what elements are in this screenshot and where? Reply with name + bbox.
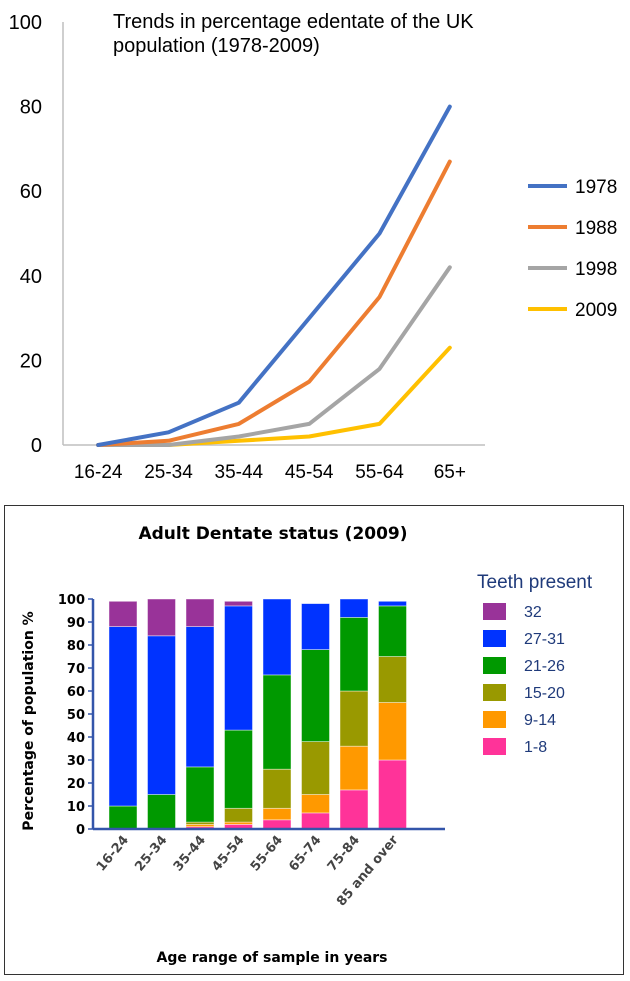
chart2-bar-segment-32 [108,600,138,628]
chart2-bar-segment-21-26 [147,794,176,830]
chart2-legend-label: 21-26 [524,658,565,675]
chart2-bar-segment-32 [224,600,253,607]
dentate-status-bar-chart: Adult Dentate status (2009) Percentage o… [21,524,593,966]
chart1-y-tick-label: 80 [20,97,42,119]
chart2-bar-segment-1-8 [262,819,292,830]
chart1-x-tick-label: 16-24 [74,462,123,483]
chart2-y-tick-label: 40 [67,731,85,746]
chart2-x-tick-label: 55-64 [248,833,286,874]
chart2-legend-label: 15-20 [524,685,565,702]
chart1-x-tick-label: 25-34 [144,462,193,483]
chart2-legend-swatch [483,684,506,701]
chart2-x-axis-label: Age range of sample in years [156,950,387,966]
chart2-bar-segment-21-26 [262,674,292,770]
chart2-bar-segment-9-14 [378,702,407,761]
chart2-bar-segment-27-31 [224,605,253,731]
edentate-trends-line-chart: Trends in percentage edentate of the UK … [9,11,618,483]
chart2-bar-segment-9-14 [301,794,330,814]
chart2-y-tick-label: 20 [67,777,85,792]
chart2-bar-segment-1-8 [301,812,330,830]
chart2-y-tick-label: 50 [67,708,85,723]
chart2-legend-label: 27-31 [524,631,565,648]
dentate-status-panel: Adult Dentate status (2009) Percentage o… [4,505,624,975]
chart2-y-tick-label: 30 [67,754,85,769]
chart2-legend-swatch [483,603,506,620]
chart2-bar-segment-32 [147,598,176,637]
chart2-legend-label: 1-8 [524,739,547,756]
chart2-bar-segment-15-20 [339,690,369,747]
chart2-x-tick-label: 25-34 [132,833,170,874]
chart1-legend-label: 1988 [575,218,617,239]
chart1-x-tick-label: 55-64 [355,462,404,483]
chart2-y-tick-label: 0 [76,823,85,838]
chart2-bar-segment-21-26 [224,729,253,809]
chart1-y-tick-label: 40 [20,266,42,288]
chart2-x-tick-label: 16-24 [94,833,132,874]
chart2-x-tick-label: 75-84 [325,833,363,874]
chart2-bar-segment-32 [185,598,215,628]
chart1-legend-label: 1998 [575,259,617,280]
chart2-title: Adult Dentate status (2009) [138,524,407,544]
chart2-bar-segment-27-31 [378,600,407,607]
chart2-legend-label: 9-14 [524,712,556,729]
chart2-y-tick-label: 10 [67,800,85,815]
chart2-x-tick-label: 65-74 [286,833,324,874]
chart2-y-tick-label: 60 [67,685,85,700]
chart2-legend-swatch [483,630,506,647]
chart2-y-tick-label: 90 [67,616,85,631]
chart2-bar-segment-27-31 [147,635,176,795]
chart2-legend-label: 32 [524,604,542,621]
chart1-y-tick-label: 100 [9,12,42,34]
chart1-series-line-1978 [96,104,452,447]
chart2-legend-title: Teeth present [477,572,593,593]
chart1-y-tick-label: 0 [31,435,42,457]
chart1-y-tick-label: 60 [20,181,42,203]
chart2-legend-swatch [483,738,506,755]
chart2-x-tick-label: 35-44 [171,833,209,874]
chart2-bar-segment-21-26 [301,649,330,743]
chart1-title-line2: population (1978-2009) [113,35,320,57]
chart2-y-tick-label: 100 [58,593,85,608]
chart2-bar-segment-21-26 [378,605,407,657]
chart1-y-tick-label: 20 [20,350,42,372]
chart1-series-line-1998 [96,265,452,447]
chart2-bar-segment-27-31 [185,626,215,768]
chart2-bar-segment-9-14 [339,745,369,791]
chart1-legend-label: 2009 [575,300,617,321]
chart2-legend-swatch [483,711,506,728]
chart2-bar-segment-9-14 [262,807,292,821]
chart2-bar-segment-21-26 [185,766,215,823]
chart1-x-tick-label: 45-54 [285,462,334,483]
chart1-legend-label: 1978 [575,177,617,198]
chart2-legend-swatch [483,657,506,674]
chart1-series-line-1988 [96,159,452,447]
chart2-bar-segment-1-8 [378,759,407,830]
chart2-bar-segment-15-20 [262,768,292,809]
chart2-y-tick-label: 70 [67,662,85,677]
chart2-bar-segment-15-20 [301,741,330,795]
chart1-title-line1: Trends in percentage edentate of the UK [113,11,474,33]
chart2-x-tick-label: 45-54 [209,833,247,874]
chart2-bar-segment-27-31 [339,598,369,618]
chart2-bar-segment-15-20 [378,656,407,703]
chart2-bar-segment-1-8 [339,789,369,830]
chart2-bar-segment-27-31 [262,598,292,676]
chart2-y-tick-label: 80 [67,639,85,654]
chart2-bar-segment-27-31 [108,626,138,807]
chart1-x-tick-label: 65+ [434,462,466,483]
chart2-bar-segment-27-31 [301,603,330,650]
chart2-bar-segment-21-26 [339,617,369,692]
chart2-bar-segment-21-26 [108,805,138,830]
chart1-x-tick-label: 35-44 [215,462,264,483]
chart2-y-axis-label: Percentage of population % [21,611,37,830]
chart2-bar-segment-15-20 [224,807,253,823]
